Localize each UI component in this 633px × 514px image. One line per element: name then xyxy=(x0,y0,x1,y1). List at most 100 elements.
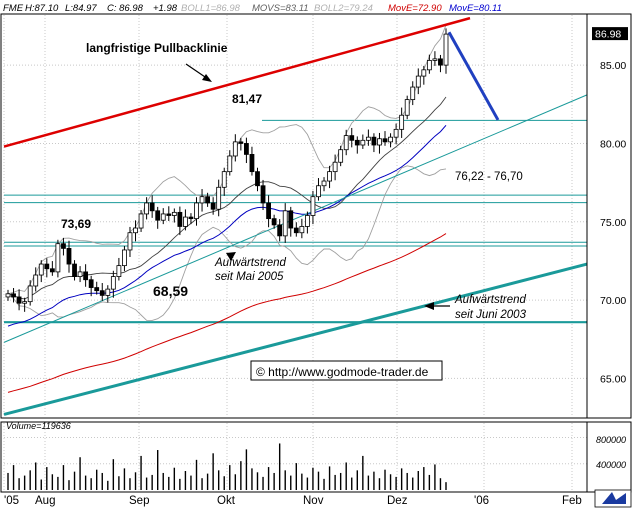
candle-body xyxy=(66,247,72,265)
candle-body xyxy=(199,196,205,204)
level-6859-label: 68,59 xyxy=(153,283,188,299)
candle-body xyxy=(160,213,166,221)
header-movs: MOVS=83.11 xyxy=(252,3,309,14)
trend-may-label-2: seit Mai 2005 xyxy=(215,271,284,283)
grid-layer xyxy=(3,15,587,490)
candle-body xyxy=(210,202,216,210)
candle-body xyxy=(244,143,249,155)
candle-body xyxy=(138,213,144,229)
candle-body xyxy=(321,180,327,187)
candle-body xyxy=(221,171,227,188)
candle-body xyxy=(5,293,11,298)
candle-body xyxy=(365,136,371,141)
trend-lines xyxy=(3,16,588,416)
volume-panel-frame xyxy=(0,421,632,493)
candle-body xyxy=(249,154,255,173)
x-tick-label: Aug xyxy=(35,495,55,507)
candle-body xyxy=(116,265,122,277)
candle-body xyxy=(133,227,138,234)
y-tick-label: 80.00 xyxy=(600,138,626,150)
candle-body xyxy=(127,232,133,251)
candle-body xyxy=(266,202,271,220)
candle-body xyxy=(166,213,172,216)
ema-long-line xyxy=(7,233,447,393)
candle-body xyxy=(72,263,77,277)
candle-body xyxy=(55,243,61,273)
price-panel-frame xyxy=(0,13,632,419)
level-8147-label: 81,47 xyxy=(232,92,262,106)
candle-body xyxy=(304,215,310,227)
candle-body xyxy=(282,210,288,237)
pullback-line xyxy=(3,16,471,148)
header-low: L:84.97 xyxy=(65,3,97,14)
candle-body xyxy=(232,141,238,157)
candle-body xyxy=(227,155,233,173)
candle-body xyxy=(343,135,349,151)
candle-body xyxy=(377,138,382,146)
x-tick-label: Nov xyxy=(303,495,324,507)
candle-body xyxy=(171,211,177,216)
axes: '05 Aug Sep Okt Nov Dez '06 Feb 65.00 70.00 75.00 8… xyxy=(0,13,632,507)
candle-body xyxy=(61,243,66,249)
bollinger-lower xyxy=(7,165,447,321)
header-change: +1.98 xyxy=(153,3,178,14)
candle-body xyxy=(349,135,355,141)
last-price-box xyxy=(592,27,628,41)
candle-body xyxy=(432,58,438,61)
y-tick-label: 65.00 xyxy=(600,373,626,385)
volume-bars xyxy=(7,443,447,490)
candle-body xyxy=(255,171,260,187)
candle-body xyxy=(393,128,399,138)
watermark-box xyxy=(250,360,443,381)
candle-body xyxy=(38,263,44,276)
x-tick-label: '06 xyxy=(474,495,489,507)
y-tick-label: 70.00 xyxy=(600,295,626,307)
candle-body xyxy=(49,268,55,273)
candle-body xyxy=(388,136,393,143)
candle-body xyxy=(99,290,105,296)
bollinger-upper xyxy=(7,24,447,295)
candle-body xyxy=(382,138,388,143)
candle-body xyxy=(421,69,427,77)
pullback-arrow-head xyxy=(202,74,212,82)
candle-body xyxy=(310,196,316,216)
x-tick-label: '05 xyxy=(4,495,19,507)
candle-body xyxy=(354,139,360,146)
uptrend-may-2005-line xyxy=(3,94,588,343)
candle-body xyxy=(277,224,283,237)
candle-body xyxy=(88,279,94,288)
header-close: C: 86.98 xyxy=(107,3,144,14)
candle-body xyxy=(44,263,50,270)
trend-june-label-1: Aufwärtstrend xyxy=(454,294,527,306)
horizontal-levels xyxy=(4,119,587,324)
header-boll1: BOLL1=86.98 xyxy=(181,3,241,14)
candle-body xyxy=(194,202,199,220)
candle-body xyxy=(293,227,299,234)
indicator-lines xyxy=(7,24,447,393)
logo-icon xyxy=(594,489,632,508)
candle-body xyxy=(288,210,294,229)
candle-body xyxy=(332,161,338,173)
candle-body xyxy=(149,202,155,212)
projection-arrow-line xyxy=(447,31,500,121)
y-tick-label: 85.00 xyxy=(600,60,626,72)
candle-body xyxy=(410,86,416,100)
uptrend-june-2003-line xyxy=(3,262,588,416)
candle-body xyxy=(183,216,188,227)
header-high: H:87.10 xyxy=(25,3,59,14)
x-tick-label: Sep xyxy=(129,495,149,507)
candle-body xyxy=(316,185,321,198)
candle-body xyxy=(404,99,410,116)
header-move-blue: MovE=80.11 xyxy=(449,3,502,14)
candle-body xyxy=(177,211,183,227)
volume-tick-400000: 400000 xyxy=(596,460,626,470)
candle-body xyxy=(371,136,377,146)
last-price-label: 86.98 xyxy=(595,29,621,41)
candle-body xyxy=(11,293,16,298)
candle-body xyxy=(77,271,83,277)
watermark-text: © http://www.godmode-trader.de xyxy=(256,365,429,379)
level-range-label: 76,22 - 76,70 xyxy=(455,171,523,183)
level-7369-label: 73,69 xyxy=(61,217,91,231)
